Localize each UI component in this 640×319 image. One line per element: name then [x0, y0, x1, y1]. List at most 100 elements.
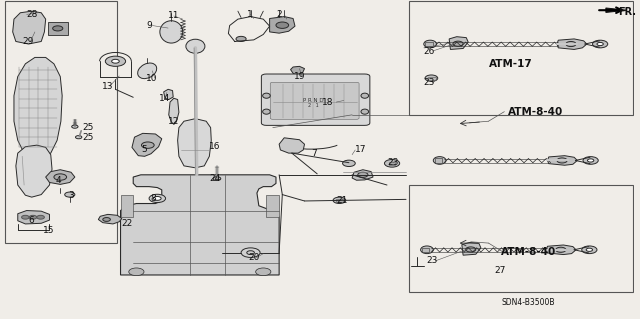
Text: ATM-8-40: ATM-8-40 — [508, 107, 563, 117]
Polygon shape — [99, 214, 122, 224]
Ellipse shape — [385, 160, 399, 167]
Ellipse shape — [342, 160, 355, 167]
Text: 5: 5 — [141, 145, 147, 154]
Polygon shape — [462, 242, 481, 255]
Ellipse shape — [160, 21, 182, 43]
Text: 1: 1 — [248, 10, 253, 19]
Ellipse shape — [29, 215, 36, 219]
Polygon shape — [164, 89, 173, 100]
Text: 28: 28 — [27, 10, 38, 19]
Text: 23: 23 — [426, 256, 438, 265]
Text: ATM-8-40: ATM-8-40 — [501, 247, 556, 257]
Text: 14: 14 — [159, 94, 170, 103]
Text: 27: 27 — [495, 266, 506, 275]
Ellipse shape — [556, 247, 566, 252]
Ellipse shape — [76, 136, 82, 139]
Bar — [389, 162, 396, 165]
Polygon shape — [449, 37, 468, 49]
Text: 6: 6 — [29, 216, 35, 225]
Text: 18: 18 — [323, 98, 334, 107]
Text: 8: 8 — [150, 194, 156, 203]
Polygon shape — [279, 138, 305, 153]
Text: 21: 21 — [336, 196, 348, 205]
Text: 29: 29 — [22, 37, 33, 46]
Ellipse shape — [425, 75, 438, 81]
FancyBboxPatch shape — [270, 82, 359, 119]
Ellipse shape — [141, 142, 154, 148]
Text: 16: 16 — [209, 142, 221, 151]
Polygon shape — [13, 11, 45, 44]
Text: 4: 4 — [56, 176, 61, 185]
Text: 22: 22 — [122, 219, 133, 228]
Text: 24: 24 — [209, 174, 221, 183]
Polygon shape — [547, 156, 577, 165]
Text: 19: 19 — [294, 72, 305, 81]
Polygon shape — [352, 170, 373, 180]
Ellipse shape — [262, 109, 270, 114]
Polygon shape — [557, 39, 587, 49]
Ellipse shape — [586, 248, 593, 251]
Polygon shape — [132, 133, 162, 156]
Polygon shape — [269, 17, 295, 33]
Text: 7: 7 — [311, 149, 317, 158]
Text: 26: 26 — [424, 47, 435, 56]
Ellipse shape — [276, 22, 289, 28]
Ellipse shape — [593, 40, 608, 48]
Text: 12: 12 — [168, 117, 179, 126]
Text: 2: 2 — [276, 10, 282, 19]
Bar — [435, 158, 442, 163]
Polygon shape — [14, 57, 62, 158]
Text: 25: 25 — [83, 133, 94, 142]
Ellipse shape — [583, 157, 598, 164]
Ellipse shape — [129, 268, 144, 276]
Polygon shape — [45, 170, 75, 184]
Ellipse shape — [22, 215, 29, 219]
Bar — [5, 1, 117, 243]
Text: 9: 9 — [146, 21, 152, 30]
Ellipse shape — [361, 93, 369, 98]
Text: 10: 10 — [146, 74, 157, 83]
Bar — [422, 248, 429, 252]
Bar — [266, 195, 279, 217]
Ellipse shape — [424, 40, 436, 48]
Ellipse shape — [453, 41, 463, 46]
Polygon shape — [178, 119, 211, 168]
Text: 15: 15 — [43, 226, 54, 235]
Polygon shape — [18, 211, 49, 224]
Ellipse shape — [106, 56, 125, 66]
Ellipse shape — [433, 157, 446, 164]
Ellipse shape — [358, 172, 368, 177]
Text: P R N D: P R N D — [303, 98, 324, 103]
Text: 23: 23 — [424, 78, 435, 87]
Ellipse shape — [36, 215, 44, 219]
Ellipse shape — [236, 36, 246, 41]
Ellipse shape — [588, 159, 594, 162]
Ellipse shape — [597, 42, 604, 46]
Ellipse shape — [111, 59, 119, 63]
Bar — [336, 199, 342, 202]
Polygon shape — [291, 66, 305, 75]
Ellipse shape — [557, 158, 567, 163]
Ellipse shape — [52, 26, 63, 31]
Text: 25: 25 — [83, 123, 94, 132]
Polygon shape — [606, 8, 627, 12]
Ellipse shape — [138, 63, 157, 78]
Text: 23: 23 — [387, 158, 398, 167]
Ellipse shape — [213, 177, 221, 181]
Text: SDN4-B3500B: SDN4-B3500B — [501, 298, 555, 307]
Polygon shape — [16, 145, 52, 197]
Bar — [425, 42, 433, 46]
Ellipse shape — [247, 251, 254, 255]
Bar — [120, 195, 133, 217]
Text: 2   1: 2 1 — [308, 103, 319, 108]
Ellipse shape — [154, 197, 161, 200]
Text: 20: 20 — [249, 253, 260, 262]
Text: 17: 17 — [355, 145, 367, 154]
Ellipse shape — [566, 41, 576, 47]
Ellipse shape — [72, 125, 78, 128]
Bar — [409, 1, 633, 115]
Bar — [428, 77, 436, 80]
Bar — [409, 185, 633, 292]
Polygon shape — [546, 245, 576, 255]
Ellipse shape — [466, 247, 476, 252]
